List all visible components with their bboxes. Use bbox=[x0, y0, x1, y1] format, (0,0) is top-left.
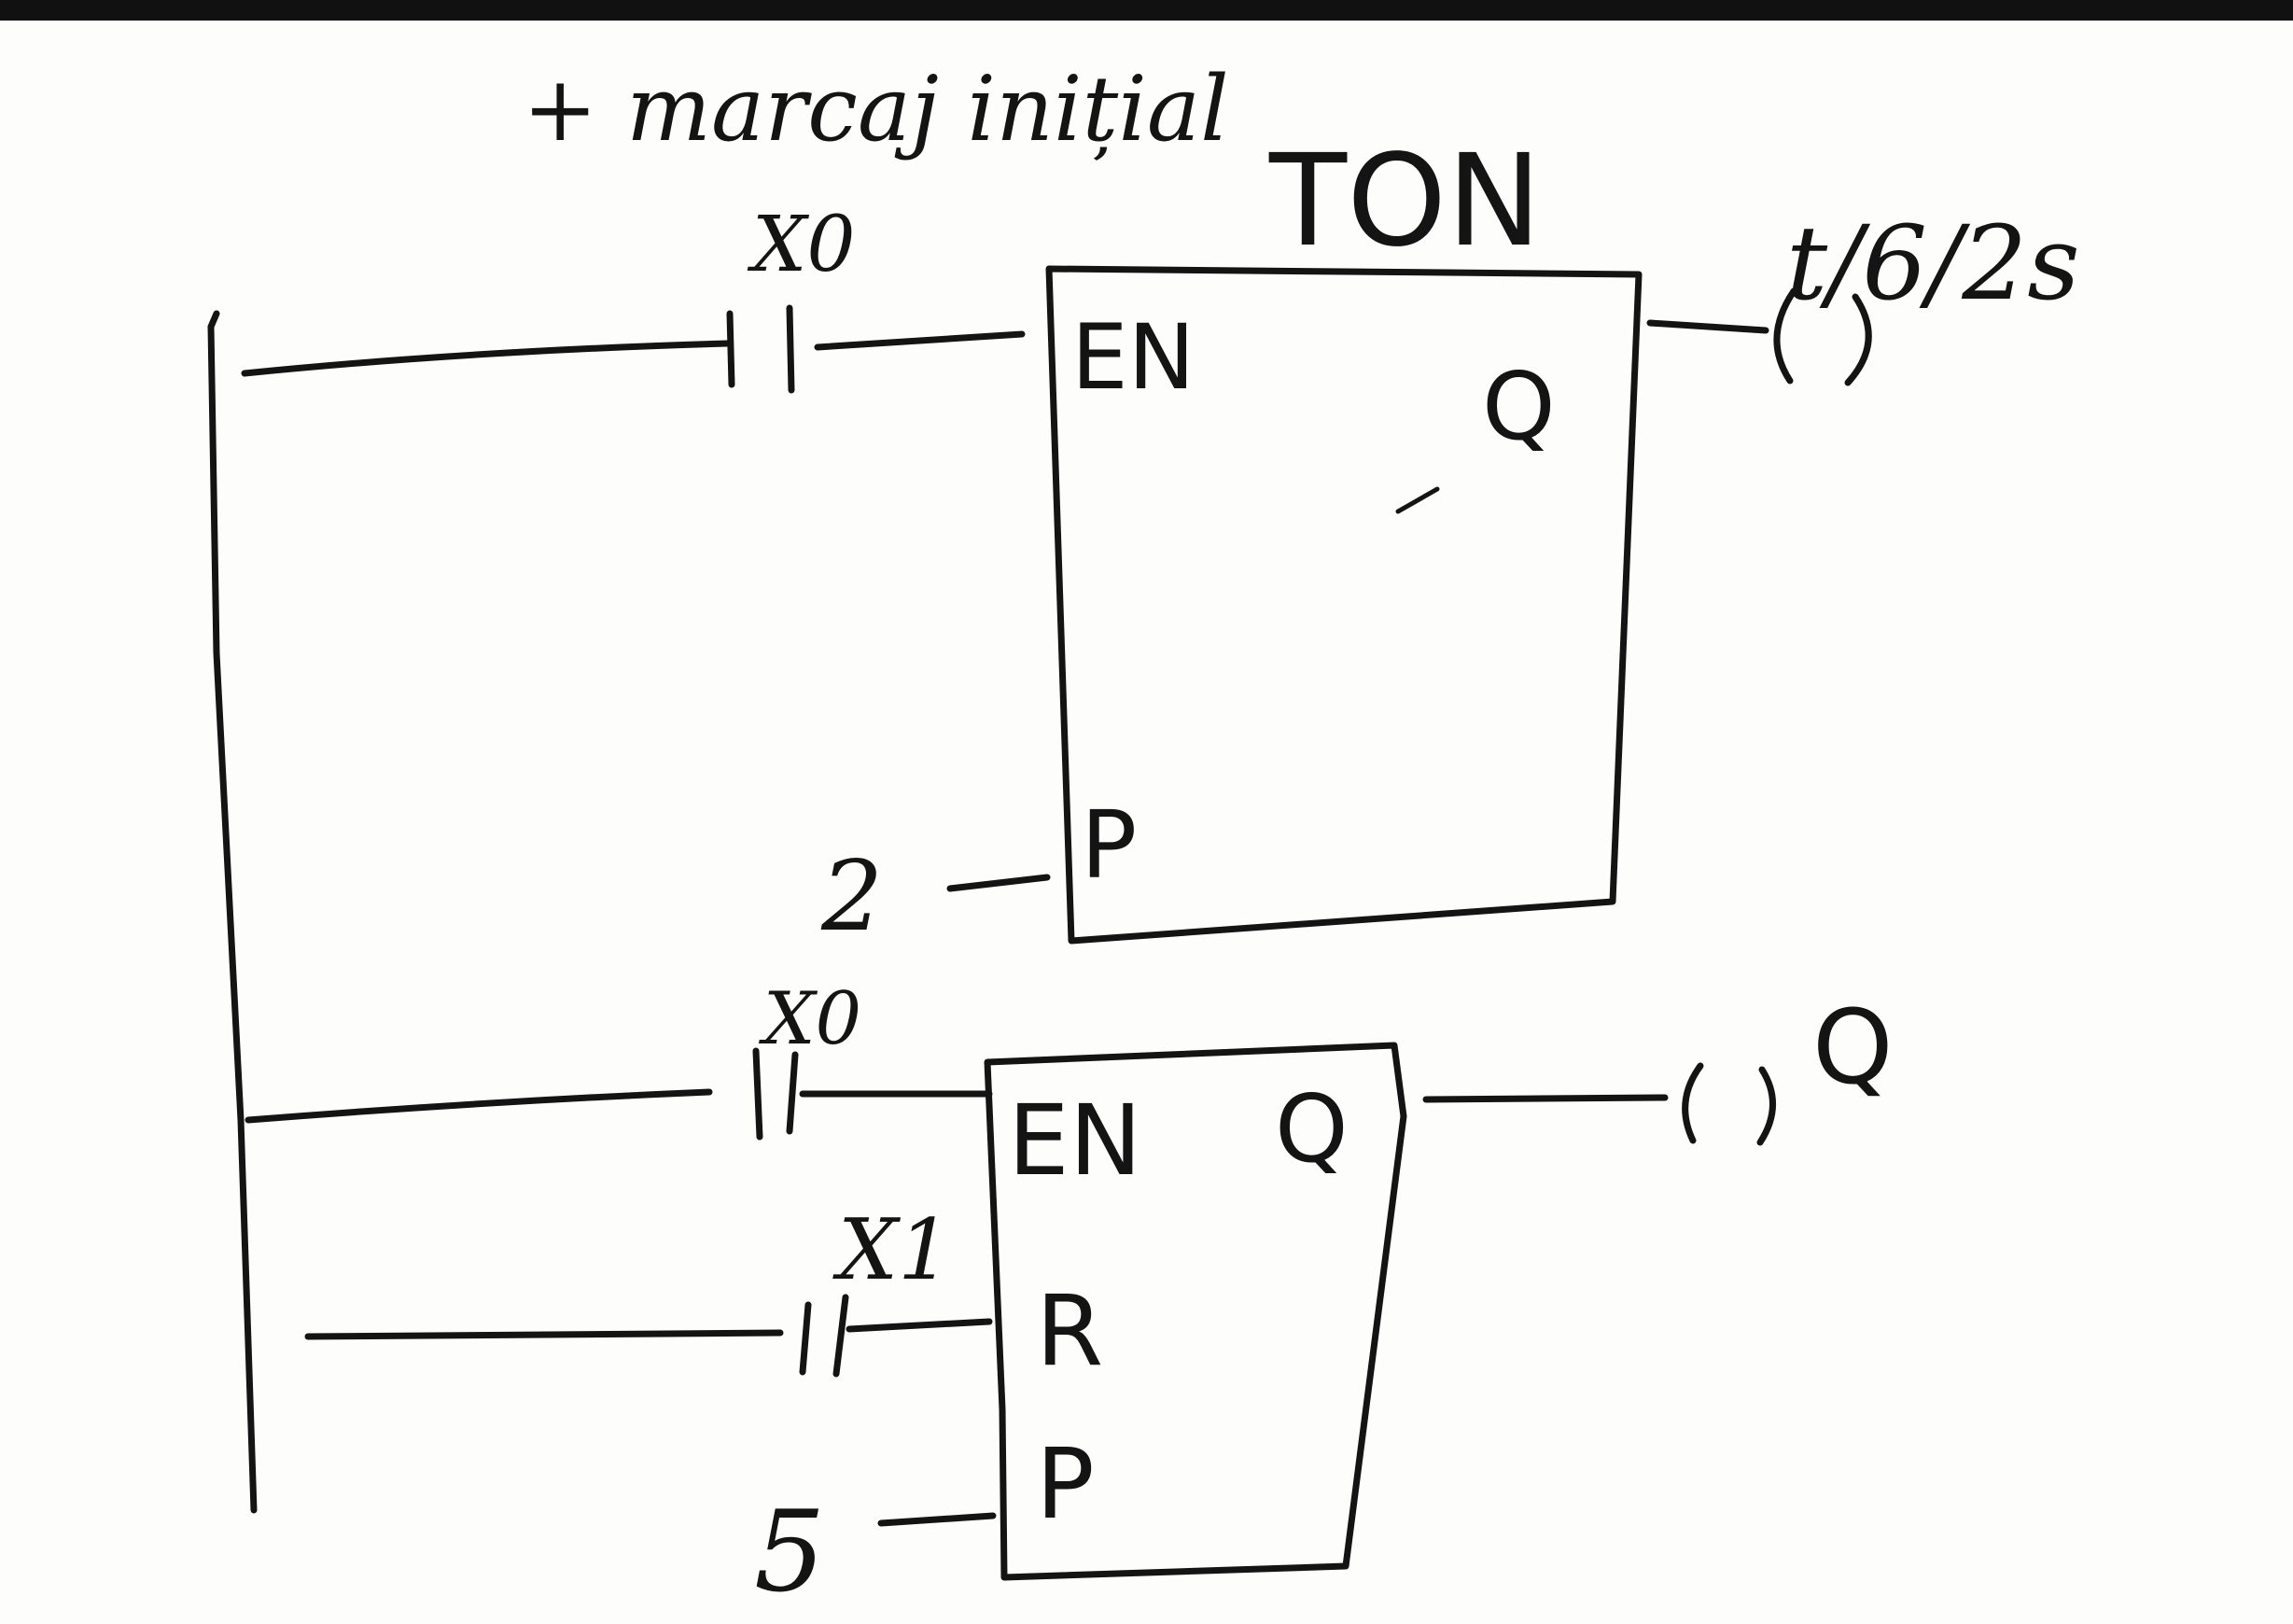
ctu-en-label: EN bbox=[1008, 1084, 1142, 1197]
rung2-output-wire bbox=[1422, 1094, 1669, 1103]
ctu-q-label: Q bbox=[1275, 1074, 1349, 1183]
rung1-output-wire bbox=[1646, 319, 1769, 334]
reset-wire-left bbox=[304, 1329, 784, 1340]
ton-block-outline bbox=[1045, 265, 1643, 945]
rung1-wire-left bbox=[241, 340, 732, 377]
ctu-p-value: 5 bbox=[754, 1488, 825, 1617]
output-note-label: t/6/2s bbox=[1786, 203, 2080, 323]
ton-p-value: 2 bbox=[820, 839, 883, 953]
rung2-coil-right bbox=[1756, 1066, 1776, 1146]
stray-stroke bbox=[1395, 486, 1440, 514]
rung1-contact-right-bar bbox=[786, 304, 795, 394]
rung2-contact-right-bar bbox=[786, 1051, 799, 1135]
ton-p-label: P bbox=[1081, 791, 1137, 900]
reset-contact-label: X1 bbox=[832, 1201, 951, 1299]
rung2-contact-left-bar bbox=[752, 1047, 763, 1141]
rung2-wire-left bbox=[245, 1088, 713, 1124]
ton-q-label: Q bbox=[1482, 352, 1556, 461]
rung1-p-input-wire bbox=[946, 874, 1051, 892]
left-power-rail bbox=[207, 310, 258, 1514]
rung2-p-input-wire bbox=[877, 1512, 997, 1527]
rung1-coil-left bbox=[1773, 287, 1797, 385]
reset-contact-left-bar bbox=[799, 1301, 812, 1376]
ctu-r-label: R bbox=[1036, 1274, 1103, 1388]
paper-edge-shadow bbox=[0, 0, 2293, 21]
ctu-p-label: P bbox=[1036, 1427, 1095, 1541]
rung1-wire-to-block bbox=[814, 330, 1026, 351]
ton-type-label: TON bbox=[1268, 128, 1542, 275]
ton-en-label: EN bbox=[1071, 305, 1195, 410]
rung1-coil-right bbox=[1844, 293, 1872, 386]
ctu-block-outline bbox=[984, 1042, 1407, 1581]
rung2-contact-label: X0 bbox=[758, 977, 861, 1061]
rung2-coil-left bbox=[1682, 1062, 1704, 1144]
rung2-coil-label: Q bbox=[1812, 987, 1894, 1107]
reset-contact-right-bar bbox=[832, 1294, 849, 1378]
reset-wire-to-block bbox=[846, 1318, 993, 1333]
initial-marking-note: + marcaj inițial bbox=[523, 57, 1229, 161]
rung1-contact-left-bar bbox=[726, 310, 735, 388]
rung1-contact-label: X0 bbox=[747, 201, 856, 289]
